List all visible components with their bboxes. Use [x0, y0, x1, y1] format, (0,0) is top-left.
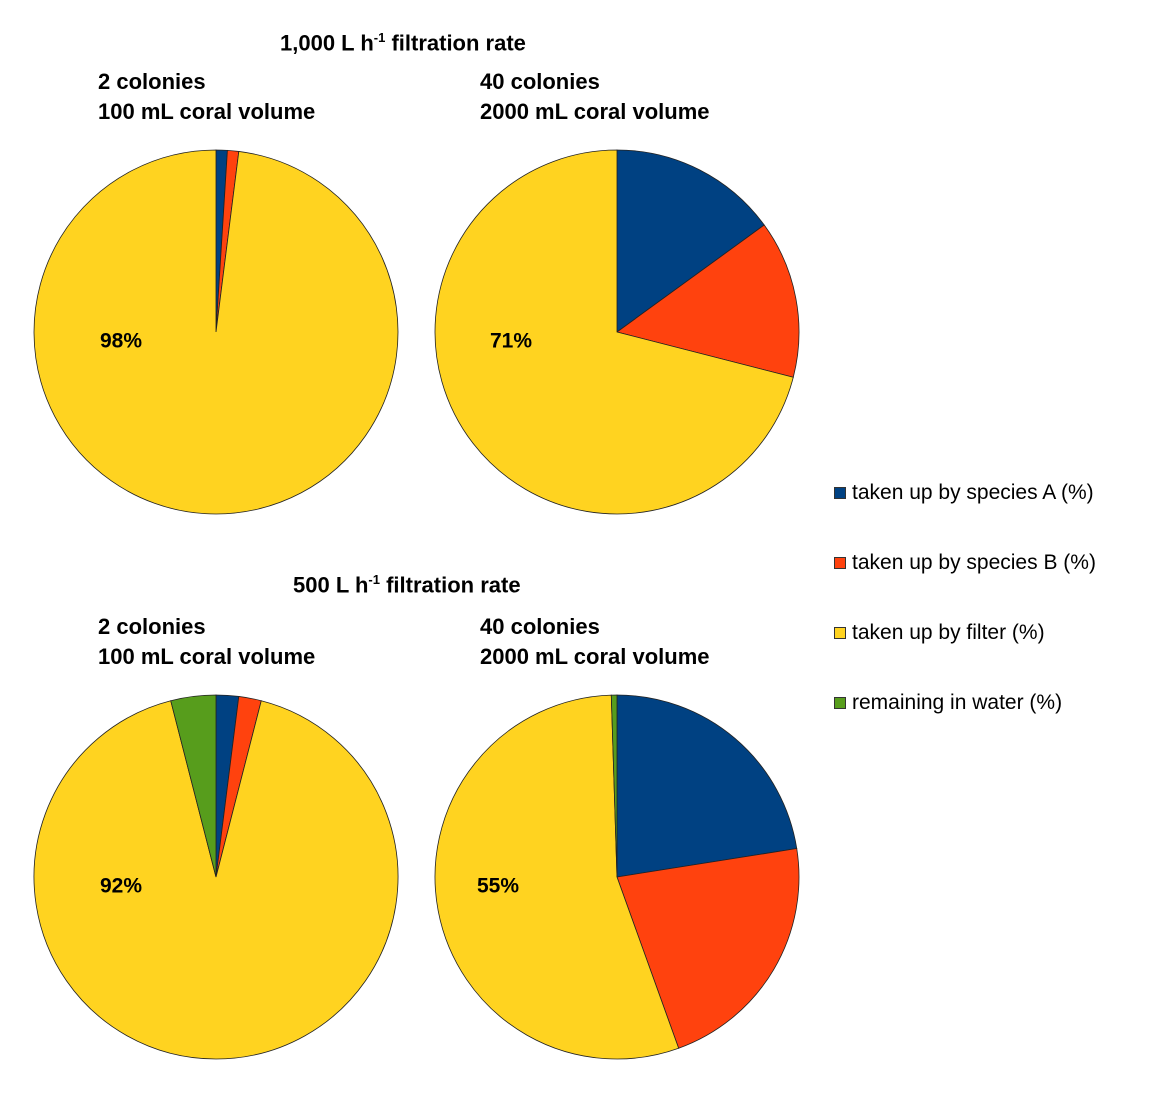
slice-filter	[33, 149, 399, 515]
data-label: 71%	[490, 330, 532, 353]
legend-swatch	[834, 627, 846, 639]
legend-label: taken up by species B (%)	[852, 551, 1096, 574]
data-label: 98%	[100, 330, 142, 353]
group-title-1000: 1,000 L h-1 filtration rate	[280, 30, 526, 56]
group-title-sup: -1	[373, 30, 386, 45]
slice-species-b	[616, 224, 800, 378]
slice-species-a	[616, 149, 765, 333]
legend-item-filter: taken up by filter (%)	[834, 618, 1045, 648]
pie-title-line: 40 colonies	[480, 69, 600, 94]
legend-swatch	[834, 557, 846, 569]
legend-label: taken up by species A (%)	[852, 481, 1094, 504]
slice-remaining-water	[170, 694, 217, 878]
slice-filter	[434, 694, 680, 1060]
group-title-500: 500 L h-1 filtration rate	[293, 572, 521, 598]
data-label: 55%	[477, 875, 519, 898]
pie-title-line: 100 mL coral volume	[98, 99, 316, 124]
legend-swatch	[834, 487, 846, 499]
pie-title-line: 2 colonies	[98, 69, 206, 94]
slice-species-b	[616, 848, 800, 1049]
group-title-main: 1,000 L h	[280, 30, 374, 56]
pie-title-line: 2000 mL coral volume	[480, 644, 710, 669]
legend-item-species-b: taken up by species B (%)	[834, 548, 1096, 578]
pie-title-line: 2000 mL coral volume	[480, 99, 710, 124]
legend-swatch	[834, 697, 846, 709]
group-title-rest: filtration rate	[385, 30, 526, 56]
slice-remaining-water	[610, 694, 618, 878]
legend-label: taken up by filter (%)	[852, 621, 1045, 644]
pie-title: 2 colonies 100 mL coral volume	[98, 67, 315, 127]
group-title-sup: -1	[368, 572, 380, 587]
pie-title-line: 40 colonies	[480, 614, 600, 639]
slice-filter	[434, 149, 794, 515]
pie-title: 40 colonies 2000 mL coral volume	[480, 67, 710, 127]
legend-label: remaining in water (%)	[852, 691, 1063, 714]
group-title-main: 500 L h	[293, 572, 369, 598]
pie-title-line: 2 colonies	[98, 614, 206, 639]
legend-item-remaining: remaining in water (%)	[834, 688, 1062, 718]
group-title-rest: filtration rate	[379, 572, 521, 598]
slice-filter	[33, 700, 399, 1060]
data-label: 92%	[100, 875, 142, 898]
pie-title: 40 colonies 2000 mL coral volume	[480, 612, 710, 672]
pie-title: 2 colonies 100 mL coral volume	[98, 612, 315, 672]
pie-title-line: 100 mL coral volume	[98, 644, 316, 669]
slice-species-a	[616, 694, 798, 878]
legend-item-species-a: taken up by species A (%)	[834, 478, 1094, 508]
